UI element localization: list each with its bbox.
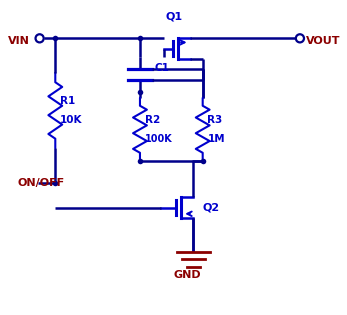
Text: VIN: VIN (8, 37, 30, 47)
Text: 100K: 100K (145, 134, 172, 144)
Text: VOUT: VOUT (306, 37, 341, 47)
Text: ON/OFF: ON/OFF (18, 178, 65, 188)
Text: C1: C1 (154, 63, 169, 73)
Text: R3: R3 (208, 115, 223, 125)
Text: 1M: 1M (208, 134, 225, 144)
Text: 10K: 10K (60, 115, 83, 125)
Text: R2: R2 (145, 115, 160, 125)
Text: Q1: Q1 (166, 12, 183, 21)
Text: Q2: Q2 (203, 203, 220, 213)
Text: R1: R1 (60, 96, 75, 106)
Text: GND: GND (173, 270, 201, 280)
